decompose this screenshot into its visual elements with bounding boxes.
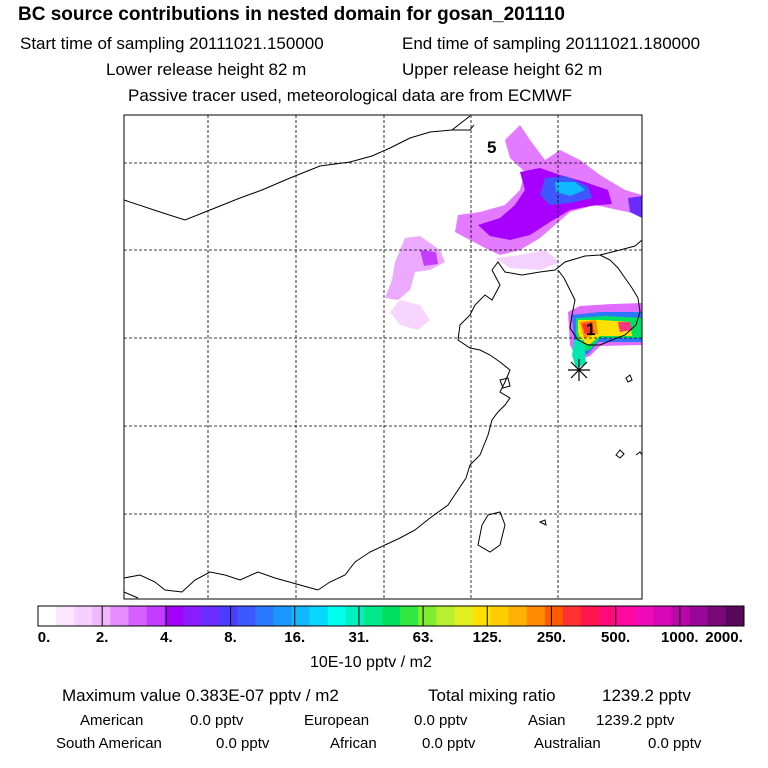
colorbar-tick-label: 2. [95,629,109,646]
colorbar-segment [472,606,492,626]
colorbar-tick-label: 31. [348,629,370,646]
colorbar-segment [581,606,600,626]
region-value-african: 0.0 pptv [422,735,476,752]
colorbar-segment [436,606,455,626]
colorbar-tick-label: 63. [412,629,434,646]
plume-east-edge [628,196,642,218]
colorbar-segment [345,606,365,626]
plume-cyan-core [555,182,585,196]
region-name-european: European [304,712,370,729]
colorbar-segment [164,606,184,626]
plume-purple-spot [420,250,438,266]
region-value-australian: 0.0 pptv [648,735,702,752]
colorbar-frame [37,605,745,627]
colorbar-segment [309,606,329,626]
upper-release-label: Upper release height 62 m [402,60,603,79]
colorbar-tick-label: 1000. [661,629,699,646]
colorbar-segment [291,606,311,626]
region-value-american: 0.0 pptv [190,712,244,729]
region-value-asian: 1239.2 pptv [596,712,675,729]
colorbar-segment [255,606,274,626]
colorbar-segment [490,606,510,626]
plume-faint-mid [495,250,560,270]
region-name-australian: Australian [534,735,601,752]
colorbar-segment [128,606,148,626]
colorbar-segment [725,606,745,626]
colorbar-segment [707,606,727,626]
colorbar-segment [599,606,618,626]
colorbar-tick-label: 4. [160,629,173,646]
plume-gosan-tail [572,340,586,368]
colorbar-segment [508,606,528,626]
chart-title: BC source contributions in nested domain… [18,4,565,25]
map-label-1: 1 [586,320,595,339]
colorbar-segment [653,606,673,626]
plume-korea-red [582,322,594,334]
colorbar-segment [418,606,437,626]
colorbar-segment [526,606,546,626]
colorbar-segment [92,606,111,626]
colorbar-segment [110,606,130,626]
colorbar-unit: 10E-10 pptv / m2 [310,654,432,671]
total-mixing-label: Total mixing ratio [428,686,556,705]
colorbar-tick-label: 2000. [705,629,743,646]
total-mixing-value: 1239.2 pptv [602,686,691,705]
colorbar-segment [200,606,220,626]
map-label-5: 5 [487,138,496,157]
max-value-label: Maximum value 0.383E-07 pptv / m2 [62,686,339,705]
colorbar-segment [671,606,691,626]
colorbar-segment [273,606,292,626]
colorbar-segment [562,606,582,626]
colorbar-segment [454,606,473,626]
colorbar-segment [689,606,709,626]
region-value-european: 0.0 pptv [414,712,468,729]
colorbar-segment [38,606,57,626]
colorbar-segment [544,606,564,626]
passive-tracer-label: Passive tracer used, meteorological data… [128,86,573,105]
colorbar-segment [381,606,401,626]
colorbar-tick-label: 250. [536,629,567,646]
colorbar-tick-label: 500. [601,629,631,646]
colorbar-segment [74,606,93,626]
receptor-marker [568,359,590,381]
colorbar-segment [635,606,654,626]
plume-field [385,125,642,368]
region-value-south-american: 0.0 pptv [216,735,270,752]
colorbar-tick-label: 16. [284,629,306,646]
plume-low-west [385,236,445,300]
colorbar-segment [617,606,636,626]
colorbar-segment [182,606,202,626]
lower-release-label: Lower release height 82 m [106,60,307,79]
plume-faint-south [390,300,430,330]
colorbar-segment [400,606,419,626]
colorbar-segment [146,606,166,626]
colorbar-segment [219,606,238,626]
plume-korea-magenta [618,322,632,332]
colorbar-segment [237,606,256,626]
region-name-african: African [330,735,377,752]
map-grid [123,114,643,600]
colorbar-tick-label: 8. [224,629,237,646]
end-time-label: End time of sampling 20111021.180000 [402,34,701,53]
colorbar-segment [56,606,75,626]
colorbar-segment [327,606,347,626]
coastlines [123,115,643,599]
region-name-south-american: South American [56,735,162,752]
region-name-american: American [80,712,144,729]
start-time-label: Start time of sampling 20111021.150000 [20,34,324,53]
colorbar [37,605,745,627]
colorbar-segment [363,606,383,626]
region-name-asian: Asian [528,712,566,729]
colorbar-tick-label: 125. [472,629,502,646]
colorbar-tick-label: 0. [37,629,51,646]
